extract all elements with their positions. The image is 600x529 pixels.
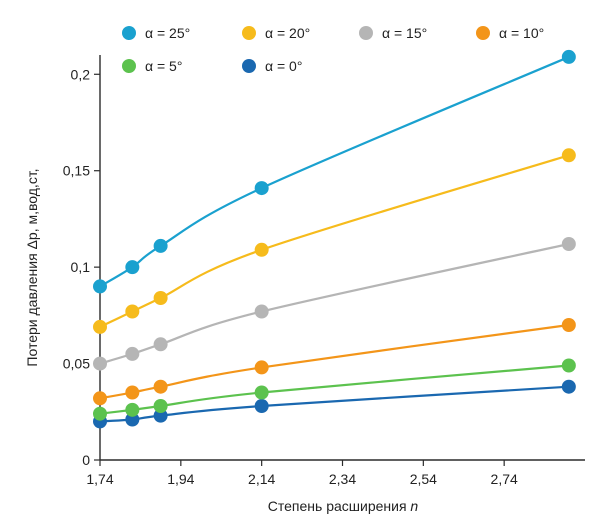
legend-marker xyxy=(122,59,136,73)
legend-marker xyxy=(242,59,256,73)
legend-marker xyxy=(359,26,373,40)
series-line xyxy=(98,154,570,329)
data-points xyxy=(93,49,576,429)
data-point xyxy=(125,402,140,417)
x-tick-label: 2,34 xyxy=(329,471,356,487)
data-point xyxy=(93,356,107,371)
data-point xyxy=(561,318,576,332)
data-point xyxy=(125,346,140,361)
x-tick-label: 1,94 xyxy=(167,471,194,487)
series-line xyxy=(98,55,570,288)
legend-item: α = 10° xyxy=(476,25,544,41)
data-point xyxy=(125,260,140,275)
legend-label: α = 0° xyxy=(265,58,302,74)
data-point xyxy=(254,399,269,413)
series-line xyxy=(98,364,570,415)
y-axis-title: Потери давления Δp, м,вод,ст, xyxy=(24,168,40,366)
y-tick-label: 0,05 xyxy=(63,356,90,372)
data-point xyxy=(561,379,576,394)
legend-item: α = 20° xyxy=(242,25,310,41)
legend-label: α = 5° xyxy=(145,58,182,74)
data-point xyxy=(153,291,168,305)
series-lines xyxy=(98,55,570,423)
data-point xyxy=(93,391,107,406)
legend-item: α = 5° xyxy=(122,58,182,74)
data-point xyxy=(153,399,168,413)
data-point xyxy=(254,360,269,375)
x-tick-label: 2,54 xyxy=(410,471,437,487)
legend-marker xyxy=(242,26,256,40)
data-point xyxy=(93,279,107,294)
y-tick-label: 0 xyxy=(82,452,90,468)
y-tick-label: 0,2 xyxy=(71,66,91,82)
data-point xyxy=(93,319,107,334)
data-point xyxy=(561,237,576,251)
data-point xyxy=(561,358,576,373)
data-point xyxy=(254,181,269,196)
data-point xyxy=(125,385,140,400)
data-point xyxy=(561,148,576,163)
legend-marker xyxy=(476,26,490,40)
x-tick-label: 2,74 xyxy=(491,471,518,487)
y-tick-label: 0,15 xyxy=(63,163,90,179)
series-line xyxy=(98,242,570,365)
x-axis-title: Степень расширения n xyxy=(268,498,419,514)
x-tick-label: 1,74 xyxy=(86,471,113,487)
data-point xyxy=(254,304,269,319)
legend-label: α = 10° xyxy=(499,25,544,41)
legend-item: α = 0° xyxy=(242,58,302,74)
data-point xyxy=(254,242,269,257)
x-tick-label: 2,14 xyxy=(248,471,275,487)
legend: α = 25° α = 20° α = 15° α = 10° α = 5° α = 0° xyxy=(122,25,544,74)
data-point xyxy=(125,412,140,427)
data-point xyxy=(254,385,269,400)
legend-label: α = 15° xyxy=(382,25,427,41)
data-point xyxy=(561,49,576,64)
data-point xyxy=(153,337,168,352)
x-axis-title-text: Степень расширения xyxy=(268,498,411,514)
series-line xyxy=(98,323,570,400)
data-point xyxy=(153,238,168,253)
legend-label: α = 25° xyxy=(145,25,190,41)
y-tick-label: 0,1 xyxy=(71,259,91,275)
legend-item: α = 25° xyxy=(122,25,190,41)
legend-label: α = 20° xyxy=(265,25,310,41)
data-point xyxy=(153,408,168,423)
legend-marker xyxy=(122,26,136,40)
x-axis-title-variable: n xyxy=(410,498,418,514)
legend-item: α = 15° xyxy=(359,25,427,41)
data-point xyxy=(93,406,107,421)
data-point xyxy=(125,304,140,319)
data-point xyxy=(153,379,168,394)
axes xyxy=(99,55,585,461)
x-axis-ticks: 1,74 1,94 2,14 2,34 2,54 2,74 xyxy=(86,460,518,487)
y-axis-ticks: 0 0,05 0,1 0,15 0,2 xyxy=(63,66,100,468)
